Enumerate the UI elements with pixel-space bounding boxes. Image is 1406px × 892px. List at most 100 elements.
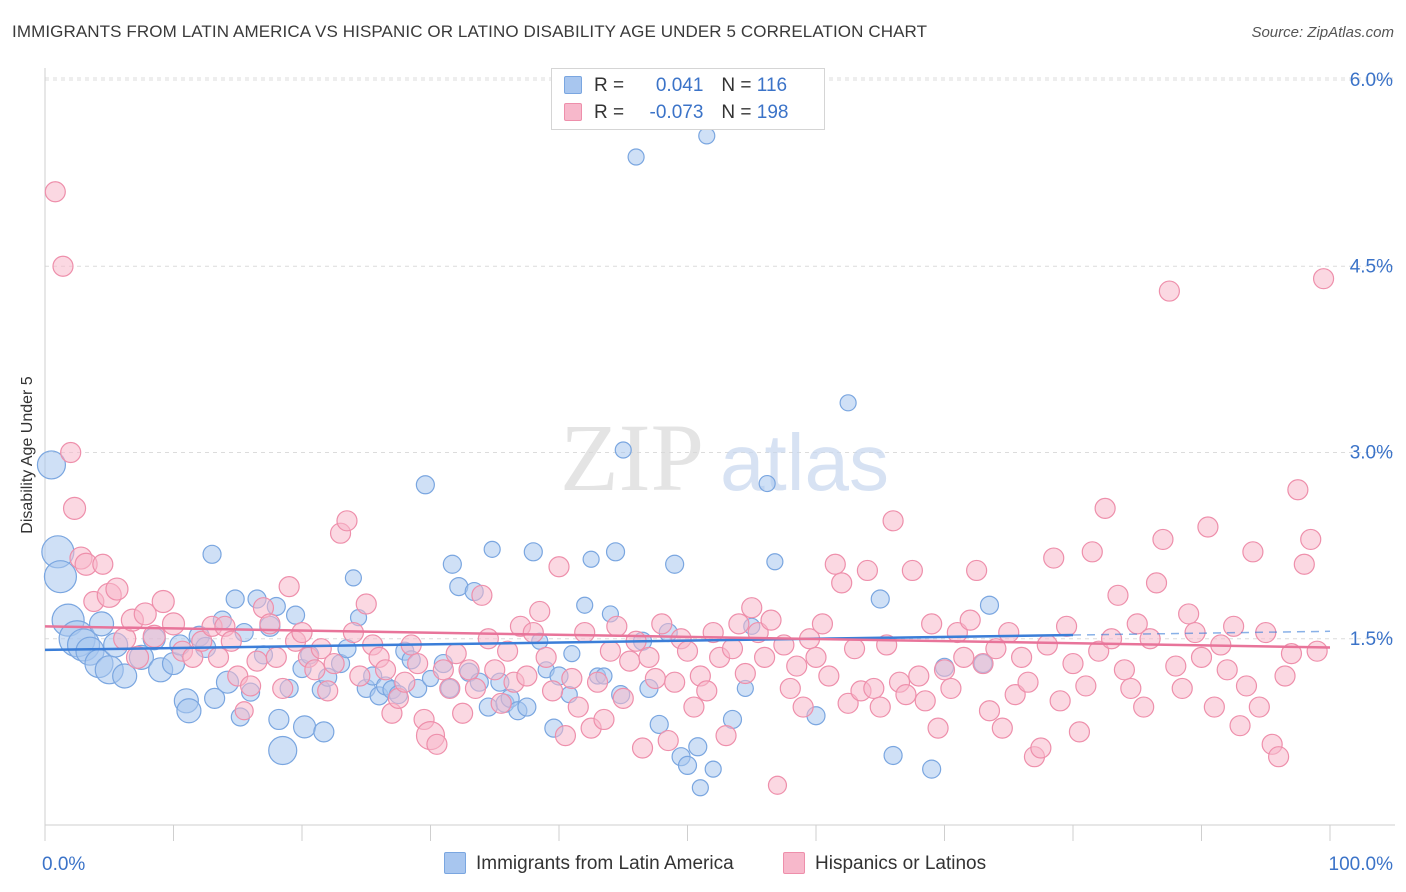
n-value: 198: [756, 102, 789, 123]
point-hispanics: [721, 638, 744, 660]
point-hispanics: [1010, 646, 1033, 668]
point-hispanics: [753, 646, 776, 668]
point-hispanics: [1306, 640, 1328, 662]
r-label: R =: [594, 102, 625, 123]
stats-swatch-hispanics: [564, 103, 582, 121]
point-hispanics: [599, 640, 622, 662]
point-hispanics: [933, 659, 956, 681]
point-hispanics: [1287, 479, 1309, 501]
point-hispanics: [644, 667, 666, 690]
point-hispanics: [349, 665, 371, 687]
point-hispanics: [606, 615, 628, 637]
point-hispanics: [207, 646, 230, 668]
point-hispanics: [191, 630, 213, 652]
legend-item-immigrants[interactable]: Immigrants from Latin America: [444, 852, 734, 875]
r-value: -0.073: [649, 102, 704, 123]
stats-swatch-immigrants: [564, 76, 582, 94]
point-immigrants: [483, 540, 501, 558]
y-axis-label: Disability Age Under 5: [19, 376, 36, 534]
point-hispanics: [631, 737, 654, 759]
point-immigrants: [766, 553, 784, 571]
point-immigrants: [415, 475, 435, 495]
gridlines: [45, 77, 1395, 640]
point-hispanics: [593, 708, 615, 731]
point-hispanics: [394, 671, 416, 693]
point-hispanics: [535, 646, 557, 668]
point-hispanics: [452, 702, 474, 724]
point-hispanics: [612, 687, 634, 709]
point-immigrants: [202, 544, 222, 564]
point-hispanics: [1171, 677, 1193, 700]
point-hispanics: [317, 680, 339, 702]
point-hispanics: [439, 677, 461, 700]
point-immigrants: [582, 550, 600, 568]
point-hispanics: [1055, 615, 1078, 637]
point-hispanics: [908, 665, 930, 687]
chart-title: IMMIGRANTS FROM LATIN AMERICA VS HISPANI…: [12, 22, 928, 41]
point-hispanics: [1280, 643, 1303, 665]
point-hispanics: [44, 181, 66, 203]
stats-row-hispanics: R = -0.073 N = 198: [564, 102, 788, 126]
point-hispanics: [52, 255, 74, 277]
point-immigrants: [268, 735, 298, 766]
point-hispanics: [676, 640, 699, 662]
point-hispanics: [715, 724, 737, 747]
point-hispanics: [619, 650, 641, 672]
point-hispanics: [554, 724, 577, 747]
y-tick-label: 3.0%: [1350, 443, 1393, 464]
point-hispanics: [151, 589, 175, 614]
legend-label-hispanics: Hispanics or Latinos: [815, 853, 987, 874]
source-label: Source: ZipAtlas.com: [1251, 24, 1394, 41]
point-hispanics: [811, 613, 834, 635]
point-hispanics: [62, 496, 87, 520]
point-immigrants: [691, 779, 709, 797]
point-immigrants: [285, 605, 306, 625]
point-hispanics: [1300, 528, 1322, 551]
point-hispanics: [60, 441, 82, 464]
r-value: 0.041: [655, 75, 704, 96]
legend-swatch-immigrants: [444, 852, 466, 874]
point-immigrants: [870, 589, 890, 609]
point-hispanics: [1068, 721, 1091, 743]
point-hispanics: [304, 659, 326, 681]
point-hispanics: [1030, 737, 1052, 759]
point-immigrants: [225, 589, 245, 609]
point-immigrants: [627, 148, 645, 166]
point-hispanics: [471, 584, 493, 606]
point-hispanics: [336, 510, 358, 532]
point-hispanics: [953, 646, 975, 668]
point-hispanics: [1094, 497, 1116, 519]
point-hispanics: [105, 577, 129, 601]
point-immigrants: [979, 595, 1000, 615]
y-tick-label: 1.5%: [1350, 629, 1393, 650]
point-hispanics: [1100, 628, 1123, 650]
point-hispanics: [831, 572, 853, 594]
point-hispanics: [760, 609, 782, 631]
point-hispanics: [586, 671, 609, 693]
point-hispanics: [1203, 696, 1225, 718]
point-immigrants: [649, 714, 669, 735]
point-hispanics: [843, 638, 866, 660]
point-hispanics: [407, 652, 429, 675]
point-immigrants: [688, 737, 708, 757]
point-hispanics: [1267, 746, 1290, 768]
watermark-zip: ZIP: [560, 404, 704, 511]
point-hispanics: [490, 692, 512, 714]
point-hispanics: [1088, 640, 1110, 662]
point-hispanics: [940, 677, 962, 700]
point-hispanics: [1190, 646, 1213, 668]
tick-labels: 1.5% 3.0% 4.5% 6.0% 0.0% 100.0%: [42, 70, 1393, 875]
point-hispanics: [1075, 675, 1097, 697]
point-hispanics: [374, 659, 397, 681]
point-hispanics: [741, 597, 763, 619]
point-hispanics: [921, 613, 943, 635]
point-hispanics: [355, 593, 377, 615]
trend-extension-immigrants: [1072, 630, 1331, 636]
legend-item-hispanics[interactable]: Hispanics or Latinos: [783, 852, 986, 875]
point-hispanics: [882, 510, 904, 532]
point-hispanics: [125, 645, 150, 669]
point-hispanics: [458, 659, 480, 681]
trend-line-hispanics: [44, 625, 1331, 649]
point-immigrants: [605, 542, 626, 562]
point-hispanics: [792, 696, 814, 718]
